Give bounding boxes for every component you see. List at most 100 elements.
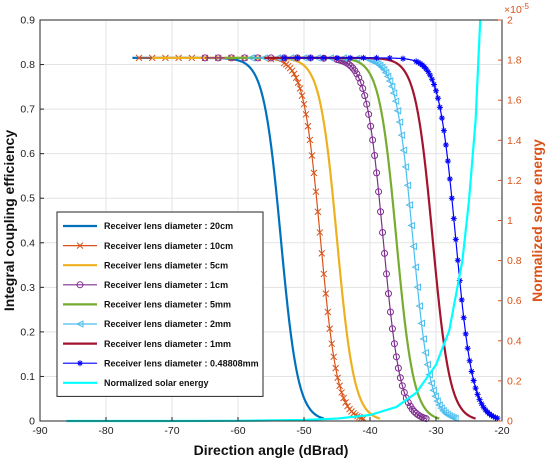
y2-tick-label: 0 <box>507 416 513 428</box>
x-tick-label: -20 <box>494 425 509 437</box>
legend-entry: Normalized solar energy <box>63 378 209 388</box>
series-marker <box>411 263 420 271</box>
series-marker <box>442 141 449 148</box>
series-marker <box>415 302 423 310</box>
series-marker <box>394 364 402 372</box>
series-marker <box>413 58 420 65</box>
y2-tick-label: 1.6 <box>507 95 522 107</box>
y2-tick-label: 0.2 <box>507 375 522 387</box>
series-marker <box>415 59 422 66</box>
series-marker <box>307 54 314 61</box>
y-tick-label: 0.2 <box>20 326 35 338</box>
series-marker <box>389 89 398 97</box>
legend-label: Receiver lens diameter : 1mm <box>104 339 231 349</box>
series-marker <box>302 110 310 118</box>
y-tick-label: 0.3 <box>20 282 35 294</box>
series-marker <box>312 188 320 196</box>
series-marker <box>347 62 355 70</box>
legend-label: Receiver lens diameter : 1cm <box>104 280 228 290</box>
series-marker <box>345 60 353 68</box>
y-axis-label: Integral coupling efficiency <box>1 130 17 311</box>
series-marker <box>431 81 438 88</box>
y-tick-label: 0.9 <box>20 15 35 27</box>
series-marker <box>427 379 435 388</box>
series-marker <box>458 296 465 303</box>
series-marker <box>436 104 443 111</box>
series-marker <box>365 110 373 118</box>
series-marker <box>422 415 430 423</box>
series-marker <box>292 74 300 82</box>
series-marker <box>391 97 400 105</box>
series-marker <box>425 68 432 75</box>
x-tick-label: -80 <box>98 425 113 437</box>
series-marker <box>396 374 404 382</box>
series-marker <box>462 330 469 337</box>
series-marker <box>328 340 336 348</box>
y2-tick-label: 1 <box>507 215 513 227</box>
series-marker <box>476 396 483 403</box>
series-marker <box>478 400 485 407</box>
series-marker <box>334 374 342 382</box>
y2-tick-label: 2 <box>507 15 513 27</box>
legend-label: Receiver lens diameter : 10cm <box>104 241 233 251</box>
series-marker <box>386 55 393 62</box>
series-marker <box>435 401 443 409</box>
series-marker <box>392 353 400 361</box>
series-marker <box>434 95 441 102</box>
series-marker <box>395 118 404 126</box>
legend-entry: Receiver lens diameter : 20cm <box>63 221 233 231</box>
series-marker <box>379 228 387 236</box>
series-marker <box>281 54 288 61</box>
right-axis-label: Normalized solar energy <box>529 139 545 302</box>
series-marker <box>330 353 338 361</box>
legend-entry: Receiver lens diameter : 5cm <box>63 260 228 270</box>
series-marker <box>308 152 316 159</box>
series-marker <box>353 70 361 78</box>
series-marker <box>427 72 434 79</box>
y-tick-label: 0.1 <box>20 371 35 383</box>
series-marker <box>403 181 412 190</box>
y2-tick-label: 0.8 <box>507 255 522 267</box>
series-marker <box>431 392 439 401</box>
series-marker <box>454 257 461 264</box>
series-marker <box>369 136 377 144</box>
series-marker <box>464 345 471 352</box>
legend-marker <box>75 320 84 328</box>
series-marker <box>423 65 430 72</box>
series-marker <box>456 277 463 284</box>
series-marker <box>413 283 422 291</box>
series-marker <box>429 76 436 83</box>
series-marker <box>373 54 380 61</box>
legend-label: Receiver lens diameter : 5mm <box>104 300 231 310</box>
series-marker <box>433 87 439 94</box>
series-marker <box>407 221 416 230</box>
series-marker <box>393 106 402 115</box>
legend-label: Normalized solar energy <box>104 378 209 388</box>
series-marker <box>383 270 390 278</box>
series-marker <box>304 122 312 130</box>
series-8 <box>281 54 501 422</box>
series-marker <box>294 79 302 86</box>
series-marker <box>417 319 425 328</box>
series-marker <box>375 188 383 196</box>
legend-entry: Receiver lens diameter : 1mm <box>63 339 231 349</box>
series-marker <box>451 414 459 423</box>
plot-area <box>66 19 501 423</box>
series-marker <box>294 54 301 61</box>
y2-tick-label: 1.4 <box>507 135 522 147</box>
x-tick-label: -50 <box>296 425 311 437</box>
series-marker <box>290 70 298 78</box>
legend-marker <box>76 281 84 289</box>
series-marker <box>488 412 495 419</box>
series-marker <box>388 325 396 333</box>
series-marker <box>247 54 255 62</box>
legend-marker <box>76 242 84 249</box>
series-marker <box>377 208 385 216</box>
x-tick-label: -30 <box>428 425 443 437</box>
series-marker <box>421 348 429 357</box>
y2-tick-label: 0.6 <box>507 295 522 307</box>
series-marker <box>433 397 441 405</box>
x-tick-label: -60 <box>230 425 245 437</box>
series-marker <box>405 201 414 209</box>
